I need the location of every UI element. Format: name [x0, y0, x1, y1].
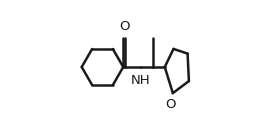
Text: O: O [165, 98, 175, 111]
Text: NH: NH [131, 74, 150, 87]
Text: O: O [119, 21, 130, 34]
